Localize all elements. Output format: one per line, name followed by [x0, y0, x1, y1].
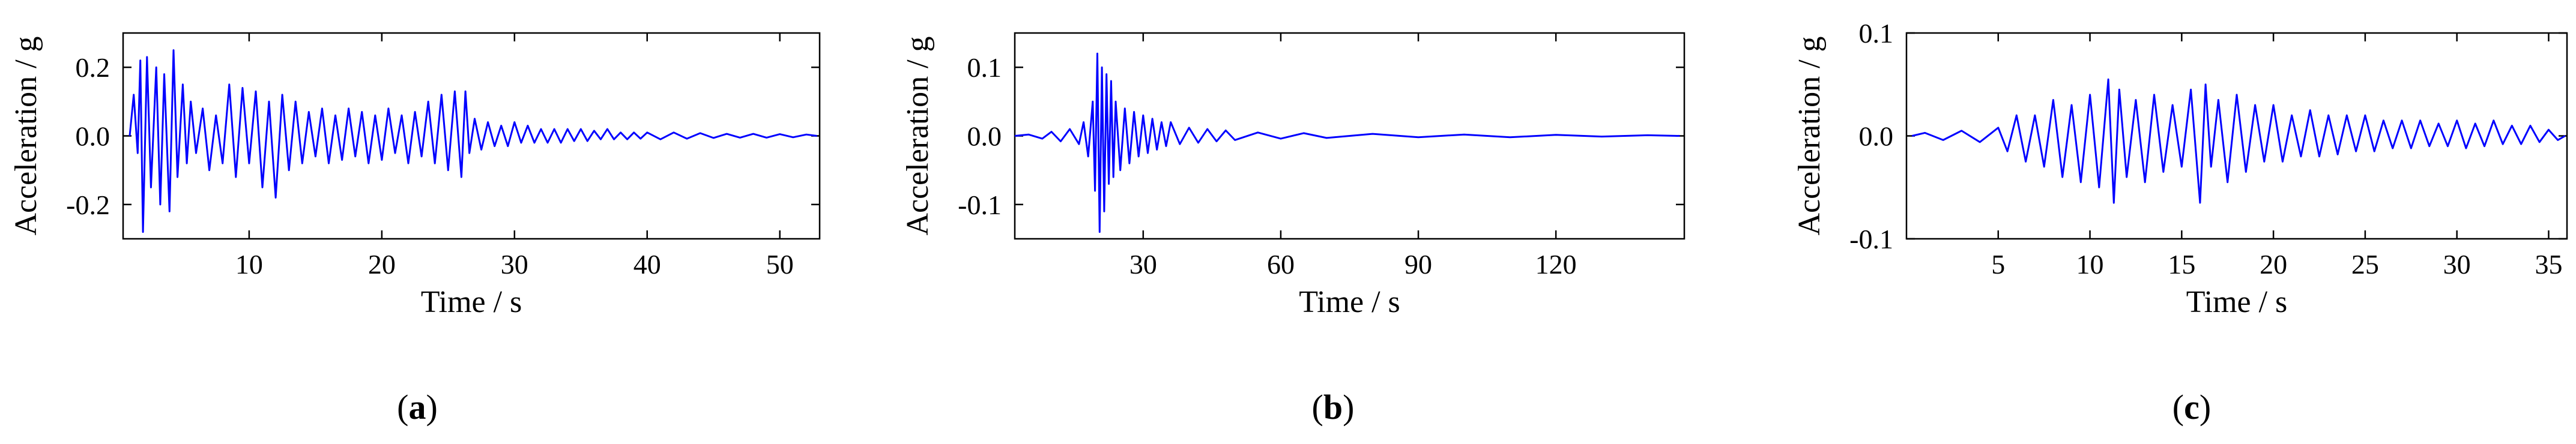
caption-open-paren: ( [2172, 388, 2184, 427]
x-tick-label: 30 [2443, 249, 2471, 280]
x-axis-title: Time / s [421, 285, 522, 319]
caption-close-paren: ) [1343, 388, 1354, 427]
y-tick-label: -0.2 [66, 190, 110, 220]
chart-panel-a: -0.2 0.0 0.2 10 20 30 40 50 Time / s Acceleration… [9, 32, 821, 427]
x-tick-label: 40 [633, 249, 661, 280]
panel-caption: (a) [397, 388, 438, 427]
x-tick-label: 30 [501, 249, 528, 280]
y-axis-title: Acceleration / g [9, 36, 43, 235]
y-tick-label: 0.1 [967, 52, 1002, 83]
x-tick-label: 60 [1267, 249, 1295, 280]
x-tick-label: 15 [2168, 249, 2195, 280]
x-tick-label: 5 [1991, 249, 2005, 280]
y-tick-label: -0.1 [1849, 224, 1893, 254]
plot-frame [1905, 32, 2568, 240]
x-axis-title: Time / s [2186, 285, 2288, 319]
chart-panel-b: -0.1 0.0 0.1 30 60 90 120 Time / s Acceleration … [901, 32, 1686, 427]
x-axis-title: Time / s [1299, 285, 1400, 319]
y-tick-label: 0.2 [76, 52, 110, 83]
x-tick-label: 20 [368, 249, 396, 280]
x-tick-label: 90 [1404, 249, 1432, 280]
acceleration-trace-0 [128, 49, 817, 233]
x-tick-label: 10 [2076, 249, 2104, 280]
panel-caption: (b) [1312, 388, 1355, 427]
x-tick-label: 50 [766, 249, 794, 280]
x-tick-label: 120 [1535, 249, 1577, 280]
y-axis-title: Acceleration / g [1792, 36, 1827, 235]
caption-open-paren: ( [397, 388, 408, 427]
y-tick-label: 0.0 [1859, 121, 1894, 152]
x-tick-label: 25 [2351, 249, 2379, 280]
y-tick-label: 0.1 [1859, 18, 1894, 49]
acceleration-trace-0 [1911, 78, 2566, 204]
panel-label-letter: b [1323, 388, 1343, 427]
y-axis-title: Acceleration / g [901, 36, 935, 235]
y-tick-label: 0.0 [76, 121, 110, 152]
x-tick-label: 35 [2535, 249, 2562, 280]
caption-close-paren: ) [426, 388, 438, 427]
panel-label-letter: c [2184, 388, 2200, 427]
x-tick-label: 20 [2260, 249, 2287, 280]
caption-close-paren: ) [2200, 388, 2211, 427]
acceleration-trace-0 [1014, 52, 1680, 233]
panel-caption: (c) [2172, 388, 2211, 427]
chart-panel-c: -0.1 0.0 0.1 5 10 15 20 25 30 35 Time / s Accelerat… [1792, 18, 2568, 427]
y-tick-label: 0.0 [967, 121, 1002, 152]
x-tick-label: 30 [1129, 249, 1157, 280]
x-tick-label: 10 [235, 249, 263, 280]
caption-open-paren: ( [1312, 388, 1323, 427]
y-tick-label: -0.1 [958, 190, 1002, 220]
panel-label-letter: a [409, 388, 426, 427]
